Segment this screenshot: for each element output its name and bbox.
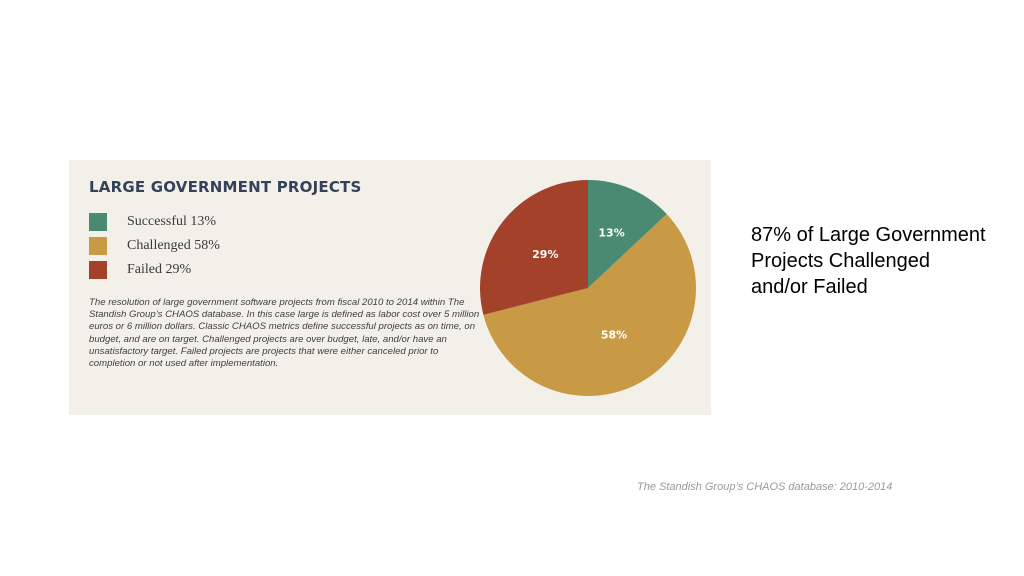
legend-swatch-failed: [89, 261, 107, 279]
chart-description: The resolution of large government softw…: [89, 297, 480, 370]
chart-title: LARGE GOVERNMENT PROJECTS: [89, 178, 362, 196]
headline-text: 87% of Large Government Projects Challen…: [751, 224, 986, 298]
legend-label-failed: Failed 29%: [127, 262, 192, 277]
pie-label-failed: 29%: [532, 248, 558, 261]
infographic-panel: LARGE GOVERNMENT PROJECTS Successful 13%…: [69, 160, 711, 415]
pie-label-successful: 13%: [598, 226, 624, 239]
pie-chart: 13% 58% 29%: [480, 180, 696, 396]
legend-swatch-challenged: [89, 237, 107, 255]
legend-label-challenged: Challenged 58%: [127, 238, 220, 253]
legend-label-successful: Successful 13%: [127, 214, 217, 229]
source-citation: The Standish Group’s CHAOS database: 201…: [637, 481, 893, 493]
legend-swatch-successful: [89, 213, 107, 231]
pie-slice-challenged: [483, 214, 696, 396]
pie-label-challenged: 58%: [601, 328, 627, 341]
pie-slice-successful: [588, 180, 667, 288]
pie-slice-failed: [480, 180, 588, 315]
